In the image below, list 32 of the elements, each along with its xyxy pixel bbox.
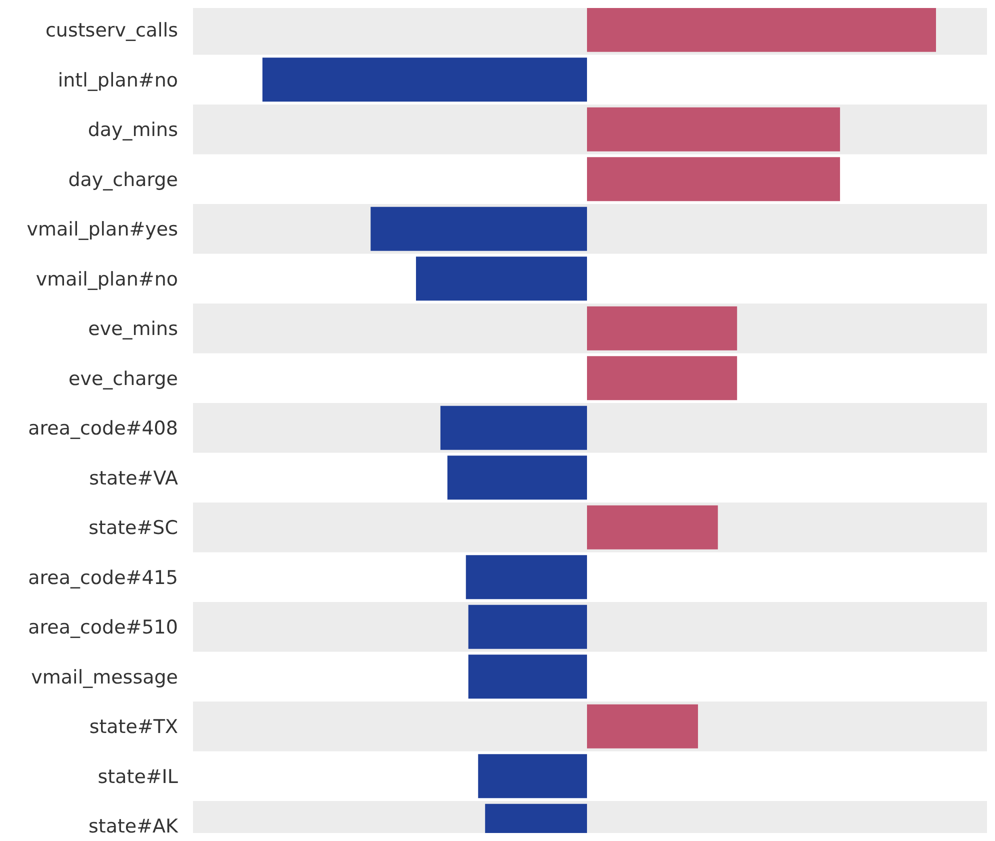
y-tick-label: day_charge xyxy=(68,168,178,191)
bar xyxy=(587,704,698,748)
bar xyxy=(262,58,587,102)
y-tick-label: state#TX xyxy=(89,716,178,738)
bar xyxy=(370,206,587,251)
bar xyxy=(466,555,587,600)
y-tick-label: state#AK xyxy=(88,816,179,838)
bar xyxy=(587,505,718,550)
bar xyxy=(468,654,587,699)
y-tick-label: vmail_plan#yes xyxy=(26,218,178,241)
bar xyxy=(447,456,587,500)
y-tick-label: eve_charge xyxy=(68,368,178,390)
y-tick-label: day_mins xyxy=(88,119,178,142)
bar xyxy=(416,256,587,301)
y-tick-label: intl_plan#no xyxy=(58,69,178,92)
bar xyxy=(587,157,840,202)
y-tick-label: state#IL xyxy=(98,766,178,788)
y-tick-label: state#SC xyxy=(88,517,178,540)
y-tick-label: vmail_plan#no xyxy=(36,268,178,290)
bar xyxy=(468,604,587,649)
bar xyxy=(587,306,738,350)
y-tick-label: area_code#510 xyxy=(28,616,178,639)
y-tick-label: eve_mins xyxy=(88,318,178,340)
bar xyxy=(587,356,738,400)
bar xyxy=(587,107,840,152)
y-tick-label: area_code#415 xyxy=(28,566,178,589)
y-tick-label: state#VA xyxy=(89,467,178,490)
y-tick-label: area_code#408 xyxy=(28,418,178,440)
y-tick-label: custserv_calls xyxy=(45,20,178,42)
bar xyxy=(440,406,587,450)
y-tick-label: vmail_message xyxy=(31,666,178,688)
bar xyxy=(478,754,587,798)
